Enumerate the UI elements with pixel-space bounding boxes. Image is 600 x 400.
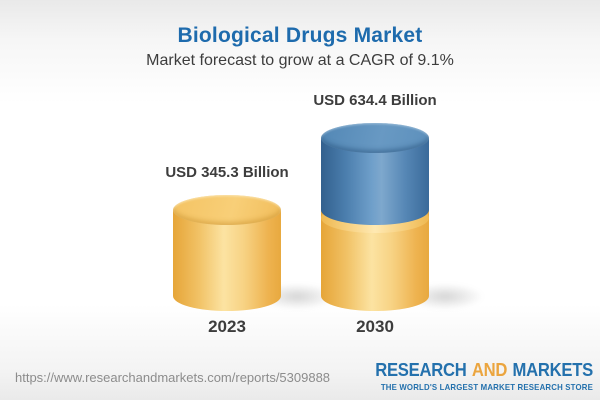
logo-wordmark: RESEARCH AND MARKETS <box>375 359 593 381</box>
cylinder-segment-2023-gold <box>173 210 281 311</box>
logo-tagline: THE WORLD'S LARGEST MARKET RESEARCH STOR… <box>380 382 593 392</box>
logo-word-research: RESEARCH <box>375 359 467 380</box>
research-and-markets-logo: RESEARCH AND MARKETS THE WORLD'S LARGEST… <box>351 359 593 392</box>
bar-value-label: USD 634.4 Billion <box>313 92 437 109</box>
page-subtitle: Market forecast to grow at a CAGR of 9.1… <box>146 52 454 69</box>
cylinder-top-face-2030 <box>321 123 429 153</box>
bar-category-label: 2023 <box>208 317 246 336</box>
page-title: Biological Drugs Market <box>177 24 423 47</box>
logo-word-markets: MARKETS <box>512 359 594 380</box>
bar-value-label: USD 345.3 Billion <box>165 164 289 181</box>
cylinder-top-face-2023 <box>173 195 281 225</box>
bar-category-label: 2030 <box>356 317 394 336</box>
report-url: https://www.researchandmarkets.com/repor… <box>15 370 331 385</box>
logo-word-and: AND <box>471 359 508 380</box>
